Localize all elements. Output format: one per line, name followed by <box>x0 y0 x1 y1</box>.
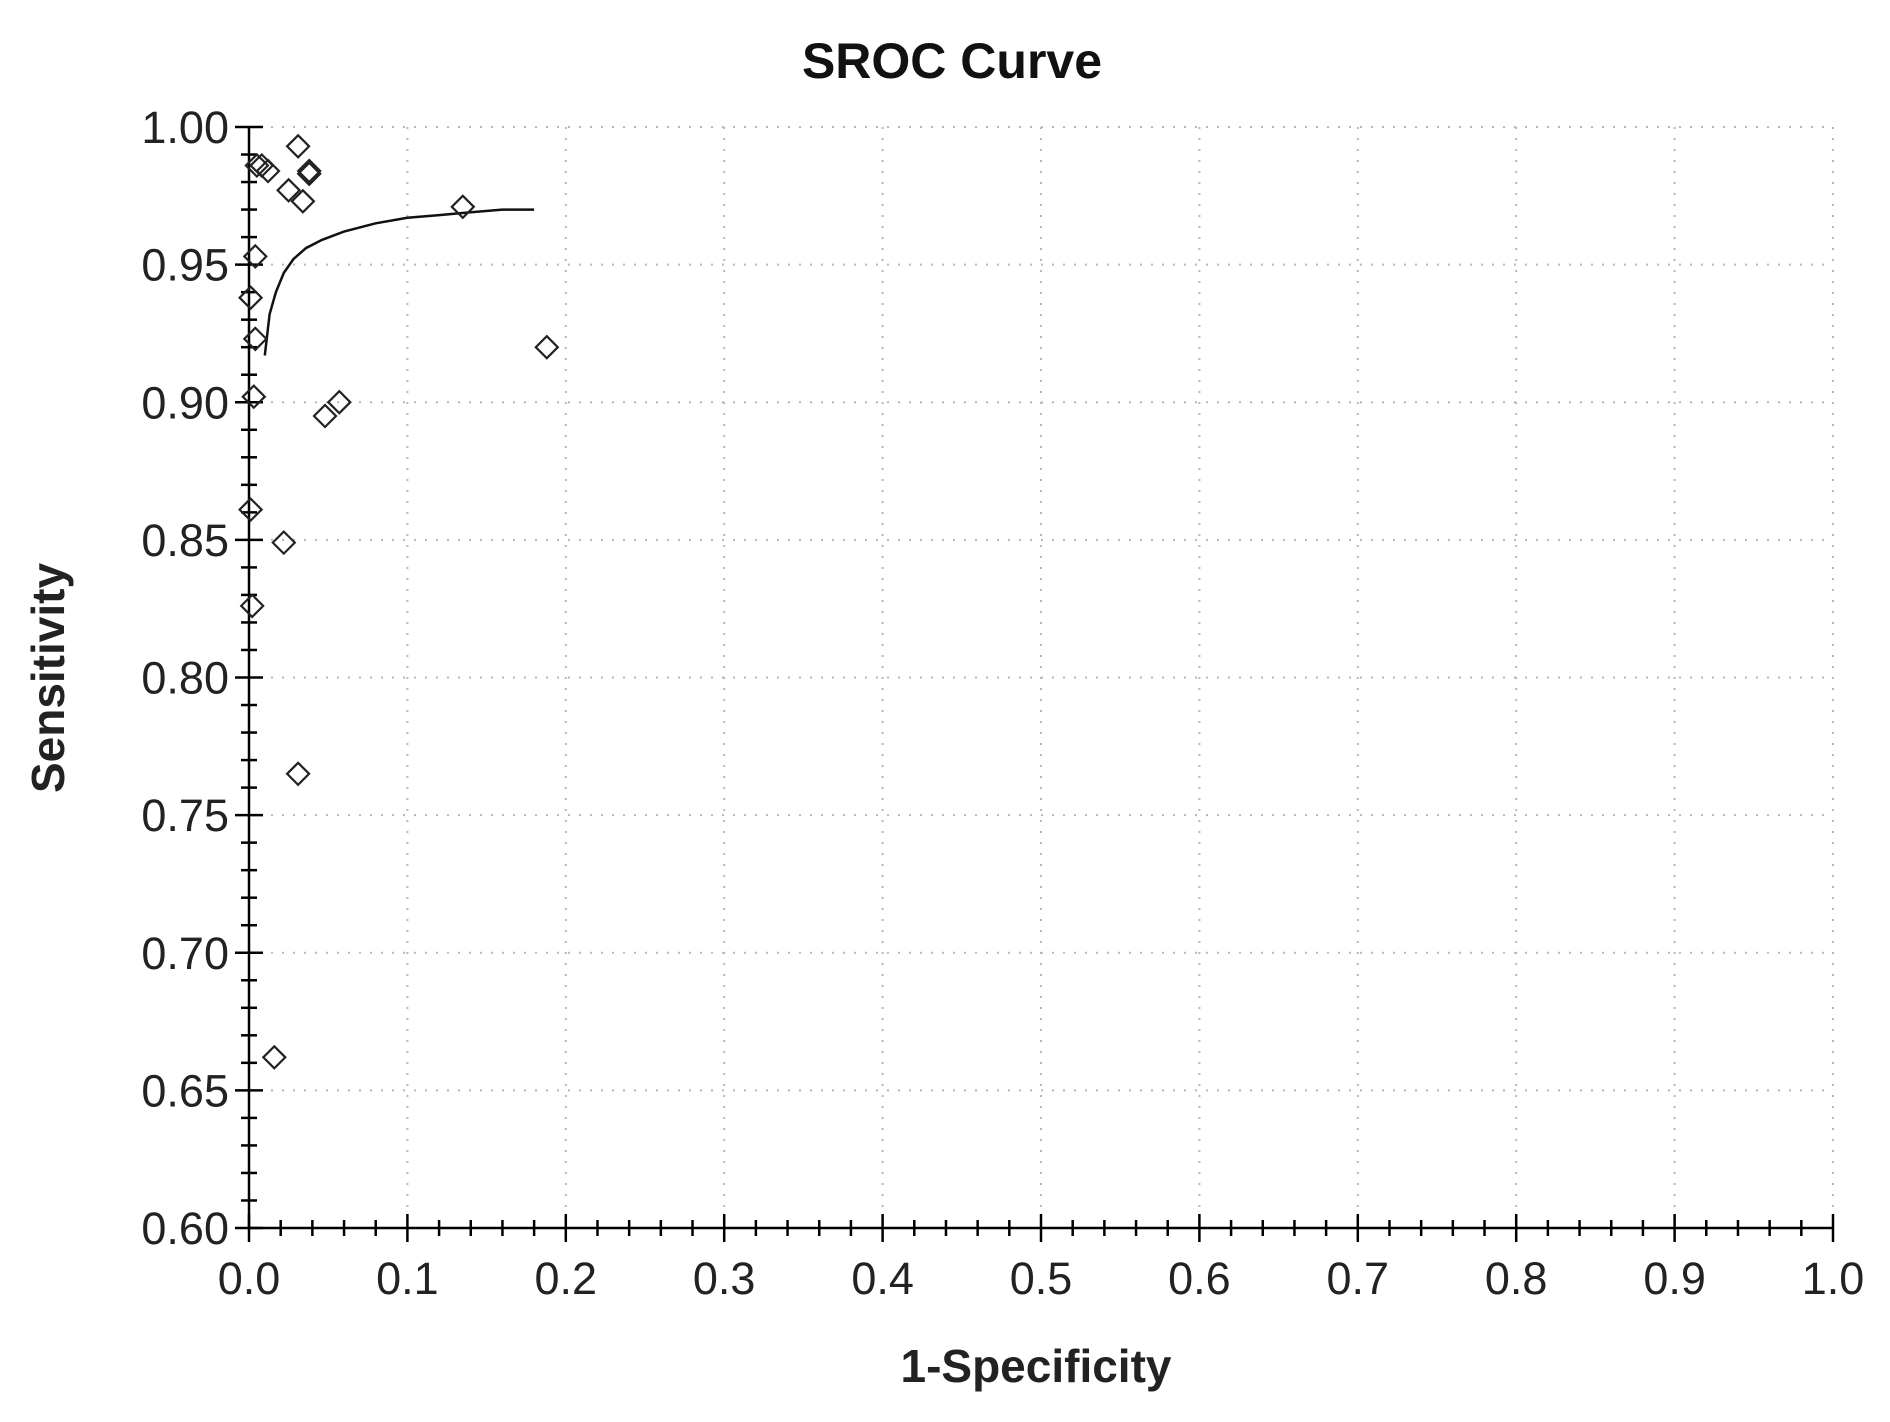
study-point-marker <box>450 194 476 220</box>
y-tick-label: 0.95 <box>141 240 229 291</box>
y-tick-label: 0.65 <box>141 1065 229 1116</box>
tick-labels: 0.0 0.1 0.2 0.3 0.4 0.5 0.6 0.7 0.8 0.9 1.0 0.60 0.6… <box>141 102 1864 1304</box>
study-point-marker <box>255 158 281 184</box>
study-point-marker <box>261 1044 287 1070</box>
study-point-marker <box>534 334 560 360</box>
study-point-marker <box>238 497 264 523</box>
study-point-marker <box>239 593 265 619</box>
x-tick-label: 0.1 <box>376 1253 439 1304</box>
y-tick-label: 0.80 <box>141 653 229 704</box>
ticks <box>235 125 1835 1242</box>
study-point-marker <box>276 177 302 203</box>
y-tick-label: 0.70 <box>141 928 229 979</box>
y-tick-label: 1.00 <box>141 102 229 153</box>
study-point-marker <box>242 326 268 352</box>
y-axis-title: Sensitivity <box>22 563 74 794</box>
chart-title: SROC Curve <box>802 33 1102 89</box>
study-point-marker <box>244 152 270 179</box>
study-point-marker <box>296 158 322 184</box>
study-point-marker <box>312 403 338 429</box>
study-point-marker <box>285 133 311 159</box>
sroc-curve <box>263 208 535 356</box>
study-point-marker <box>242 243 268 269</box>
x-tick-label: 0.9 <box>1643 1253 1706 1304</box>
x-tick-label: 0.6 <box>1168 1253 1231 1304</box>
study-point-marker <box>326 389 352 415</box>
grid <box>249 126 1834 1228</box>
x-tick-label: 0.5 <box>1010 1253 1073 1304</box>
study-point-marker <box>241 384 267 410</box>
y-tick-label: 0.60 <box>141 1203 229 1254</box>
x-tick-label: 1.0 <box>1802 1253 1865 1304</box>
x-tick-label: 0.2 <box>535 1253 598 1304</box>
study-point-marker <box>290 188 316 214</box>
study-point-marker <box>238 285 264 311</box>
study-point-marker <box>285 761 311 787</box>
y-tick-label: 0.75 <box>141 790 229 841</box>
sroc-curve-layer <box>263 208 535 356</box>
x-tick-label: 0.8 <box>1485 1253 1548 1304</box>
x-axis-title: 1-Specificity <box>901 1340 1172 1392</box>
study-points <box>238 133 560 1070</box>
y-tick-label: 0.85 <box>141 515 229 566</box>
study-point-marker <box>296 161 322 187</box>
y-tick-label: 0.90 <box>141 377 229 428</box>
x-tick-label: 0.3 <box>693 1253 756 1304</box>
x-tick-label: 0.4 <box>851 1253 914 1304</box>
x-tick-label: 0.0 <box>218 1253 281 1304</box>
x-tick-label: 0.7 <box>1327 1253 1390 1304</box>
study-point-marker <box>271 530 297 556</box>
